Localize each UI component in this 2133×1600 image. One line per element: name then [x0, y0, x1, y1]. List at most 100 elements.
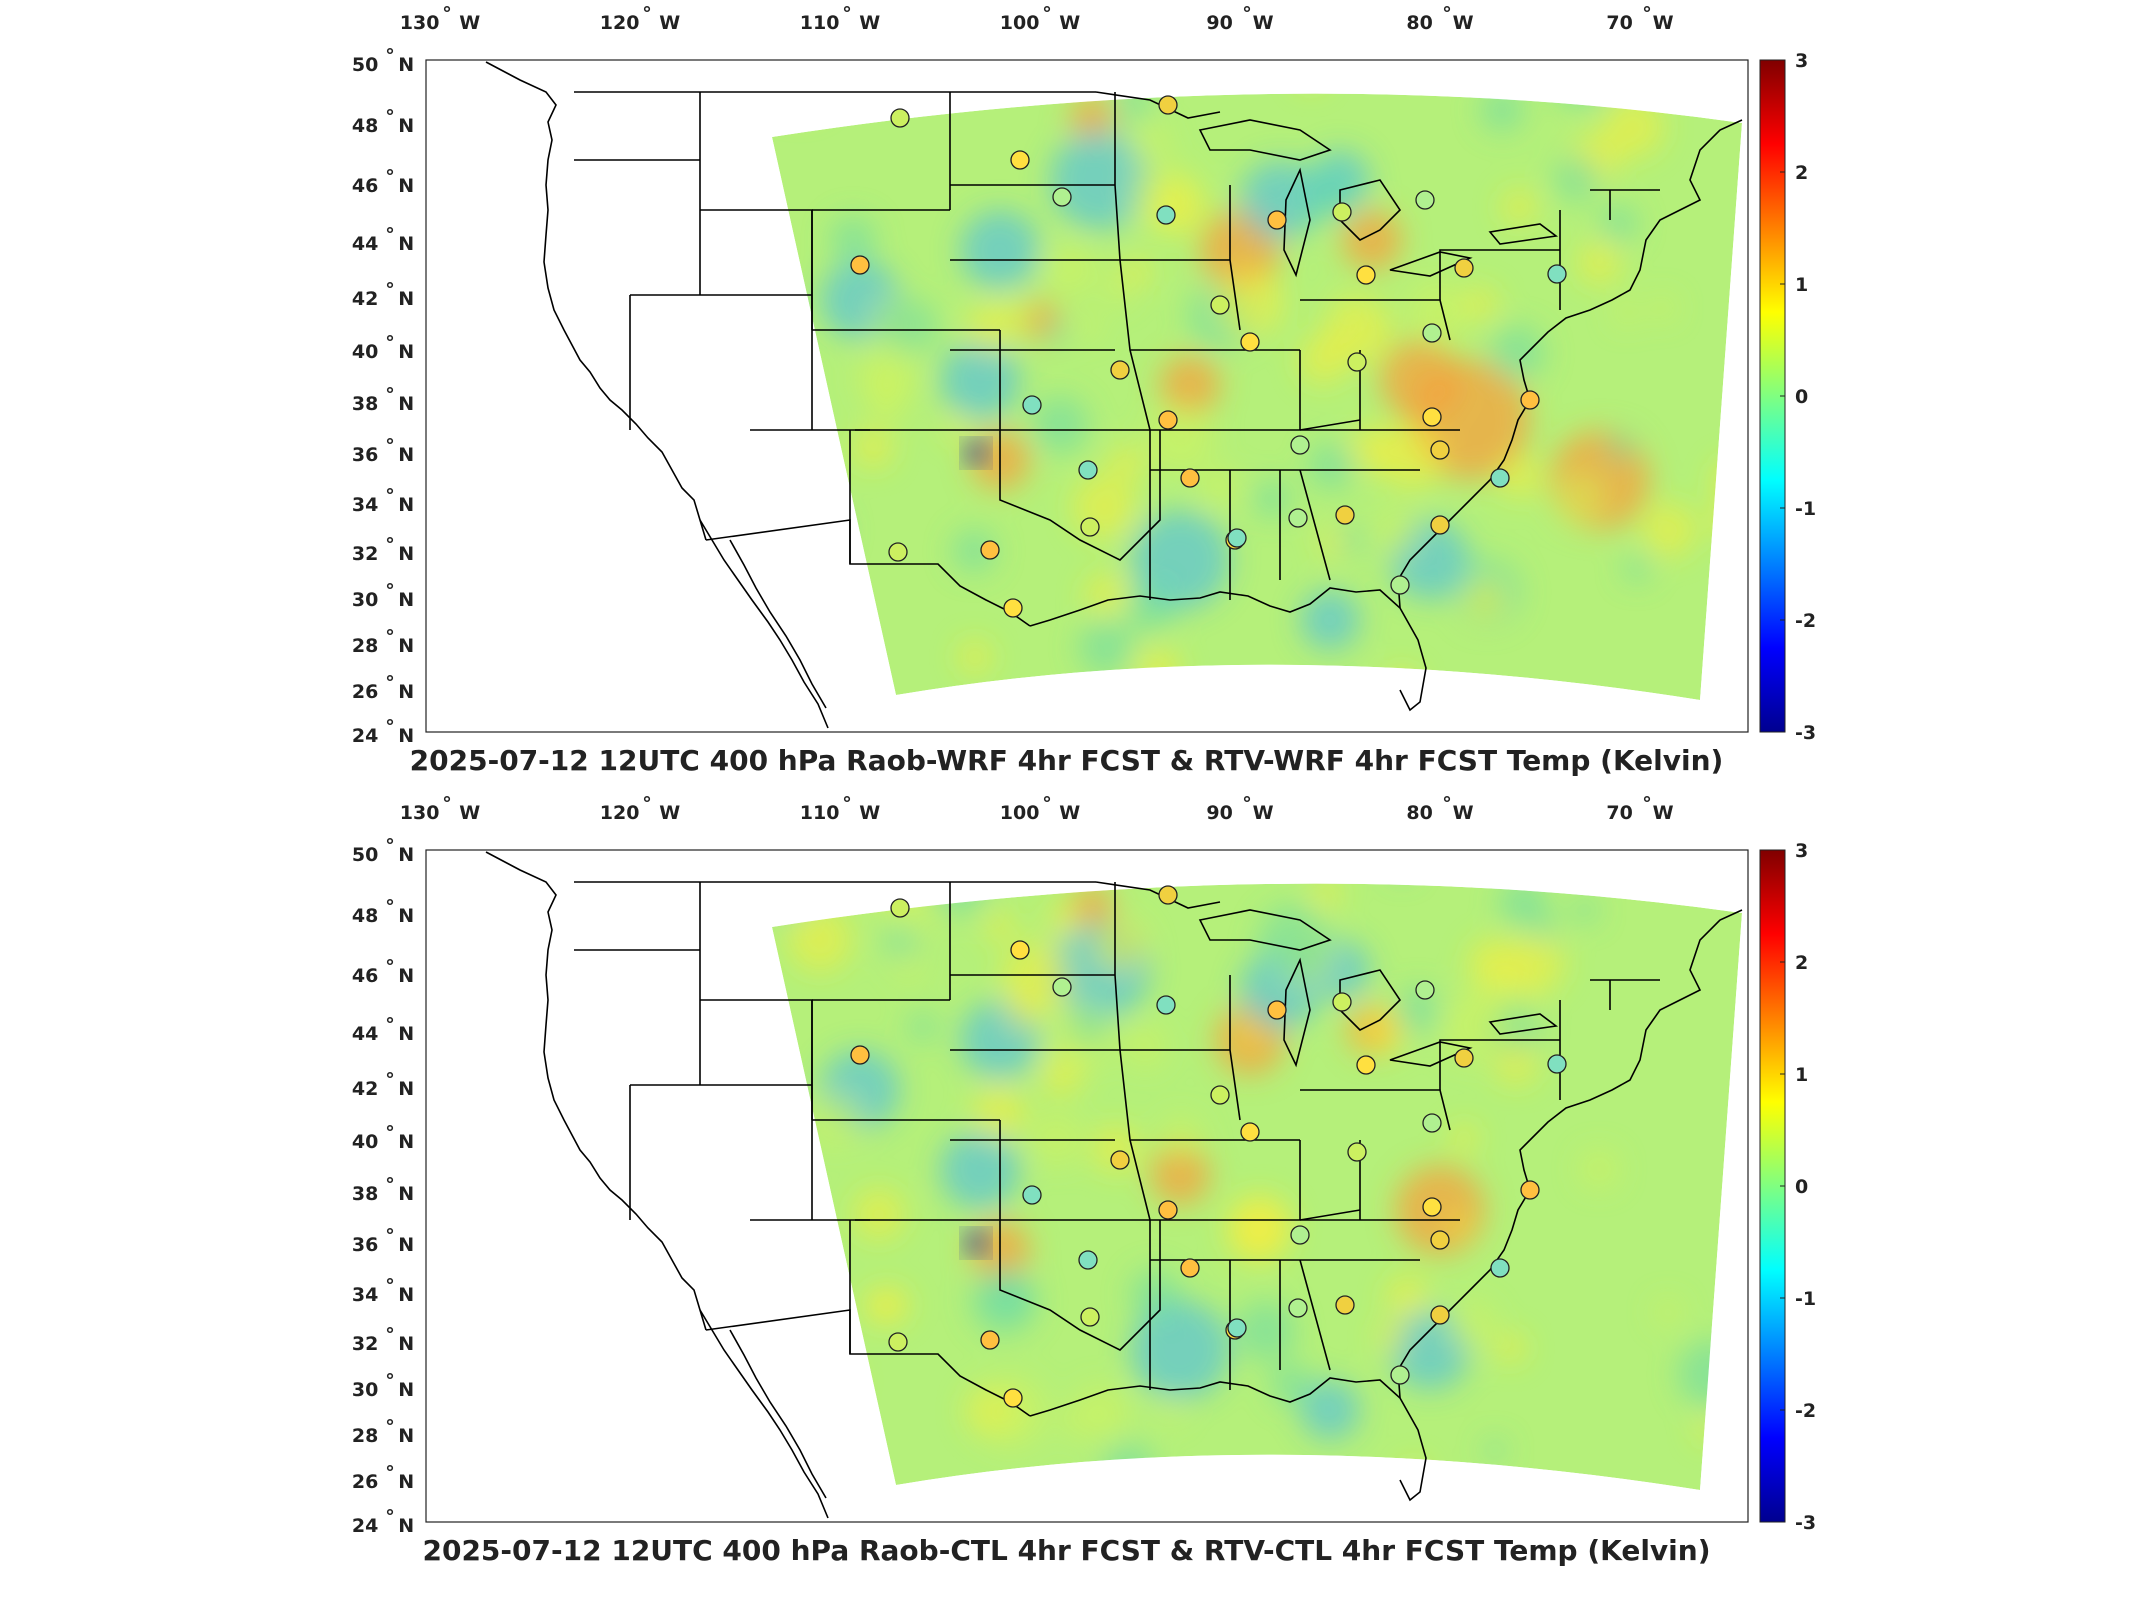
lat-tick-label: 28 N	[352, 1425, 414, 1447]
lat-tick-label: 42 N	[352, 288, 414, 310]
station-marker	[980, 540, 1000, 560]
degree-mark: °	[385, 1370, 395, 1392]
station-marker	[890, 108, 910, 128]
degree-mark: °	[385, 1462, 395, 1484]
lon-tick-label: 110 W	[800, 802, 881, 824]
station-marker	[1422, 323, 1442, 343]
lat-tick-label: 34 N	[352, 494, 414, 516]
station-marker	[1227, 1318, 1247, 1338]
lat-tick-label: 30 N	[352, 589, 414, 611]
degree-mark: °	[385, 1324, 395, 1346]
degree-mark: °	[385, 896, 395, 918]
station-marker	[1335, 505, 1355, 525]
degree-mark: °	[1442, 3, 1452, 25]
station-marker	[1158, 1200, 1178, 1220]
station-marker	[890, 898, 910, 918]
degree-mark: °	[385, 106, 395, 128]
degree-mark: °	[842, 3, 852, 25]
lon-tick-label: 70 W	[1606, 802, 1673, 824]
station-marker	[1547, 264, 1567, 284]
lon-tick-label: 100 W	[1000, 802, 1081, 824]
station-marker	[1288, 508, 1308, 528]
degree-mark: °	[385, 626, 395, 648]
degree-mark: °	[1642, 3, 1652, 25]
lat-tick-label: 50 N	[352, 54, 414, 76]
station-marker	[1022, 395, 1042, 415]
station-marker	[1180, 468, 1200, 488]
station-marker	[1520, 1180, 1540, 1200]
station-marker	[1052, 977, 1072, 997]
station-marker	[1080, 1307, 1100, 1327]
degree-mark: °	[385, 956, 395, 978]
station-marker	[1430, 515, 1450, 535]
degree-mark: °	[442, 793, 452, 815]
lat-tick-label: 44 N	[352, 1023, 414, 1045]
colorbar-tick-label: -3	[1795, 1512, 1816, 1534]
map-panel-wrf: 130 W ° 120 W ° 110 W ° 100 W ° 90 W ° 80 W ° 70 W ° 5…	[0, 0, 2133, 790]
station-marker	[1490, 468, 1510, 488]
station-marker	[1490, 1258, 1510, 1278]
lat-tick-label: 38 N	[352, 393, 414, 415]
colorbar-tick-label: 1	[1795, 1064, 1808, 1086]
lat-tick-label: 36 N	[352, 444, 414, 466]
map-title-ctl: 2025-07-12 12UTC 400 hPa Raob-CTL 4hr FC…	[422, 1534, 1711, 1567]
lon-tick-label: 130 W	[400, 802, 481, 824]
degree-mark: °	[842, 793, 852, 815]
station-marker	[888, 1332, 908, 1352]
degree-mark: °	[385, 435, 395, 457]
station-marker	[1288, 1298, 1308, 1318]
lat-tick-label: 40 N	[352, 1131, 414, 1153]
lat-tick-label: 24 N	[352, 725, 414, 747]
lat-tick-label: 36 N	[352, 1234, 414, 1256]
lat-tick-label: 32 N	[352, 543, 414, 565]
station-marker	[1422, 1113, 1442, 1133]
lon-tick-label: 90 W	[1206, 802, 1273, 824]
station-marker	[1267, 210, 1287, 230]
station-marker	[1022, 1185, 1042, 1205]
lat-tick-label: 32 N	[352, 1333, 414, 1355]
station-marker	[1290, 1225, 1310, 1245]
station-marker	[1415, 190, 1435, 210]
colorbar-tick-label: 0	[1795, 386, 1808, 408]
lat-tick-label: 42 N	[352, 1078, 414, 1100]
station-marker	[1430, 1230, 1450, 1250]
map-svg-ctl: 130 W° 120 W° 110 W° 100 W° 90 W° 80 W° 70 W°5…	[352, 793, 1816, 1537]
station-marker	[980, 1330, 1000, 1350]
lat-tick-label: 46 N	[352, 965, 414, 987]
lat-tick-label: 48 N	[352, 905, 414, 927]
degree-mark: °	[385, 1122, 395, 1144]
station-marker	[1227, 528, 1247, 548]
map-title-wrf: 2025-07-12 12UTC 400 hPa Raob-WRF 4hr FC…	[409, 744, 1724, 777]
station-marker	[1347, 352, 1367, 372]
colorbar-tick-label: 2	[1795, 952, 1808, 974]
station-marker	[1454, 258, 1474, 278]
map-panel-ctl: 130 W ° 120 W ° 110 W ° 100 W ° 90 W ° 80 W ° 70 W ° 5…	[0, 790, 2133, 1580]
temperature-field	[772, 93, 1742, 700]
degree-mark: °	[385, 534, 395, 556]
degree-mark: °	[385, 485, 395, 507]
colorbar-tick-label: -3	[1795, 722, 1816, 744]
lat-tick-label: 26 N	[352, 681, 414, 703]
lat-tick-label: 24 N	[352, 1515, 414, 1537]
station-marker	[1547, 1054, 1567, 1074]
lon-tick-label: 80 W	[1406, 802, 1473, 824]
lon-tick-label: 130 W	[400, 12, 481, 34]
lat-tick-label: 40 N	[352, 341, 414, 363]
temperature-field	[772, 883, 1742, 1490]
degree-mark: °	[1242, 793, 1252, 815]
lat-tick-label: 48 N	[352, 115, 414, 137]
colorbar-tick-label: 3	[1795, 50, 1808, 72]
station-marker	[850, 1045, 870, 1065]
station-marker	[1290, 435, 1310, 455]
map-svg-wrf: 130 W° 120 W° 110 W° 100 W° 90 W° 80 W° 70 W°5…	[352, 3, 1816, 747]
lon-tick-label: 80 W	[1406, 12, 1473, 34]
degree-mark: °	[1642, 793, 1652, 815]
map-borders	[485, 61, 1743, 729]
station-marker	[1335, 1295, 1355, 1315]
station-marker	[1520, 390, 1540, 410]
station-marker	[1078, 460, 1098, 480]
map-borders	[485, 851, 1743, 1519]
lat-tick-label: 50 N	[352, 844, 414, 866]
station-marker	[1415, 980, 1435, 1000]
lon-tick-label: 120 W	[600, 12, 681, 34]
